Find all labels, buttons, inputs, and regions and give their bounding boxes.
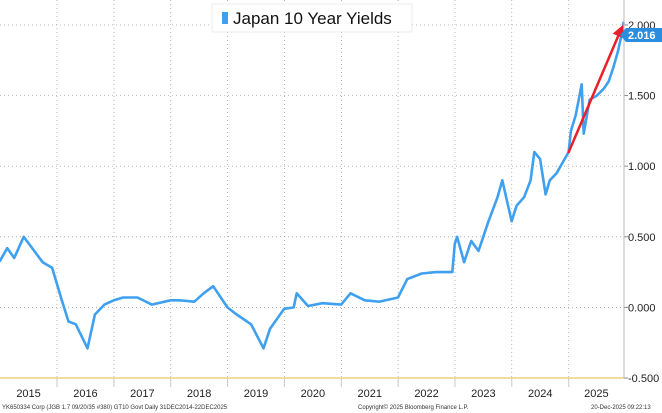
y-tick-label: 0.500	[628, 232, 656, 244]
x-axis-ticks: 2015 2016 2017 2018 2019 2020 2021 2022 2023 2024…	[16, 378, 609, 400]
x-tick-label: 2020	[301, 388, 325, 400]
y-tick-label: 1.000	[628, 161, 656, 173]
footer-copyright: Copyright© 2025 Bloomberg Finance L.P.	[358, 404, 469, 411]
x-tick-label: 2023	[471, 388, 495, 400]
footer-source: YK650334 Corp (JGB 1.7 09/20/35 #380) GT…	[2, 405, 228, 411]
last-value-label: 2.016	[620, 28, 662, 42]
last-value-text: 2.016	[628, 30, 656, 42]
x-tick-label: 2025	[584, 388, 608, 400]
y-tick-label: 1.500	[628, 91, 656, 103]
series-layer	[0, 21, 625, 350]
x-tick-label: 2015	[16, 388, 40, 400]
legend-box: Japan 10 Year Yields	[211, 3, 413, 33]
x-tick-label: 2022	[414, 388, 438, 400]
x-tick-label: 2016	[73, 388, 97, 400]
y-tick-label: 0.000	[628, 302, 656, 314]
y-tick-label: -0.500	[628, 373, 659, 385]
chart-title: Japan 10 Year Yields	[233, 9, 392, 28]
trend-arrow-line	[567, 34, 620, 154]
x-tick-label: 2024	[528, 388, 552, 400]
footer-timestamp: 20-Dec-2025 09:22:13	[591, 405, 651, 411]
series-line-japan-10y	[0, 21, 625, 350]
legend-swatch	[222, 12, 228, 24]
annotation-layer	[567, 24, 624, 154]
x-tick-label: 2021	[358, 388, 382, 400]
x-tick-label: 2017	[130, 388, 154, 400]
x-tick-label: 2019	[244, 388, 268, 400]
x-tick-label: 2018	[187, 388, 211, 400]
